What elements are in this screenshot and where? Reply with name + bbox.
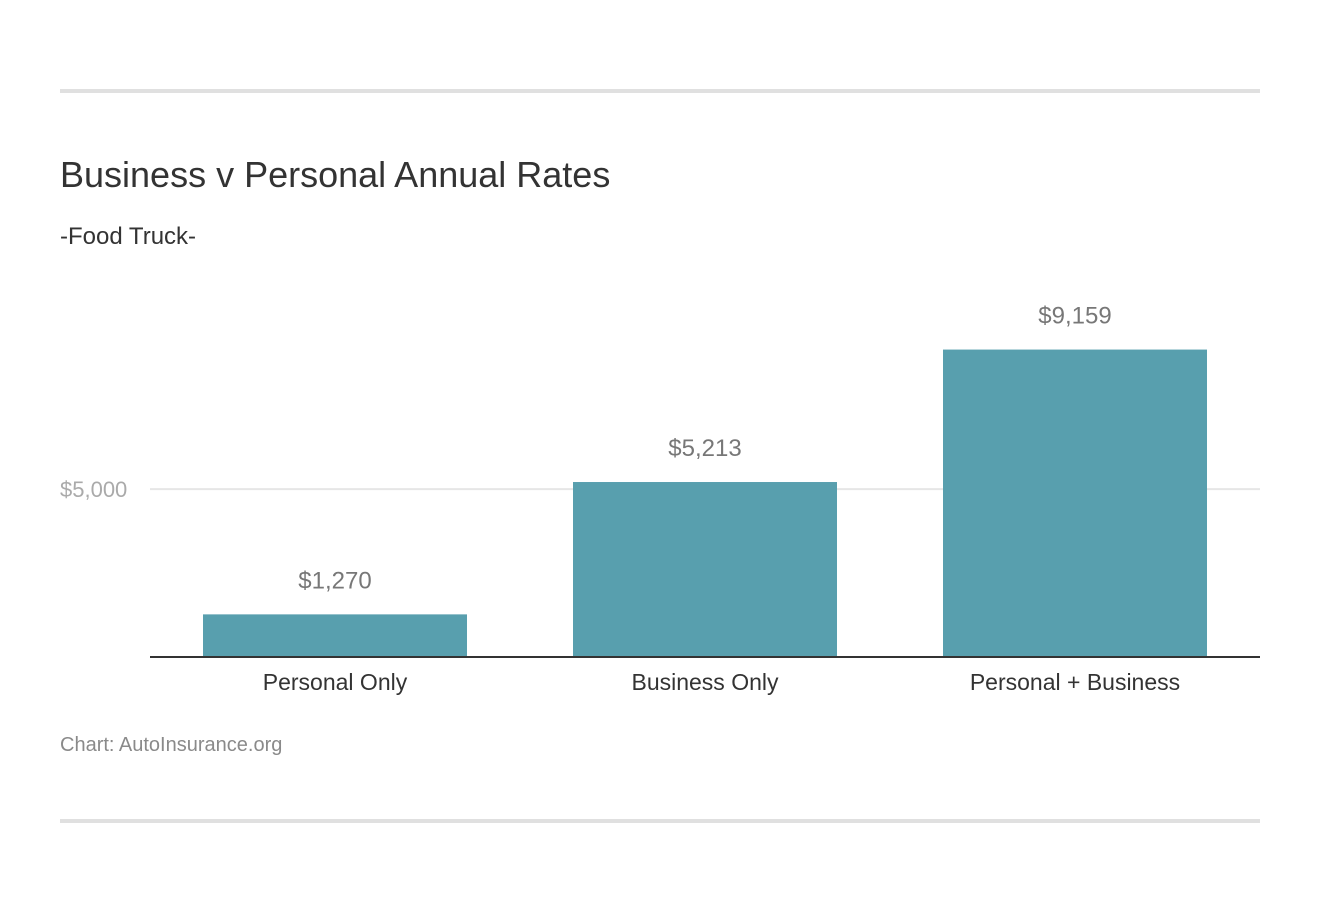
x-category-label: Personal Only bbox=[263, 669, 408, 695]
x-category-label: Personal + Business bbox=[970, 669, 1180, 695]
x-category-label: Business Only bbox=[631, 669, 779, 695]
chart-subtitle: -Food Truck- bbox=[60, 223, 197, 250]
chart-title: Business v Personal Annual Rates bbox=[60, 154, 611, 195]
bar bbox=[943, 349, 1207, 657]
bar bbox=[573, 482, 837, 657]
y-tick-label: $5,000 bbox=[60, 477, 127, 502]
bar-value-label: $9,159 bbox=[1038, 303, 1111, 330]
bar-value-label: $5,213 bbox=[668, 435, 741, 462]
bar-value-label: $1,270 bbox=[298, 567, 371, 594]
chart-source: Chart: AutoInsurance.org bbox=[60, 734, 283, 756]
top-divider bbox=[60, 89, 1260, 93]
bottom-divider bbox=[60, 819, 1260, 823]
bar bbox=[203, 614, 467, 657]
